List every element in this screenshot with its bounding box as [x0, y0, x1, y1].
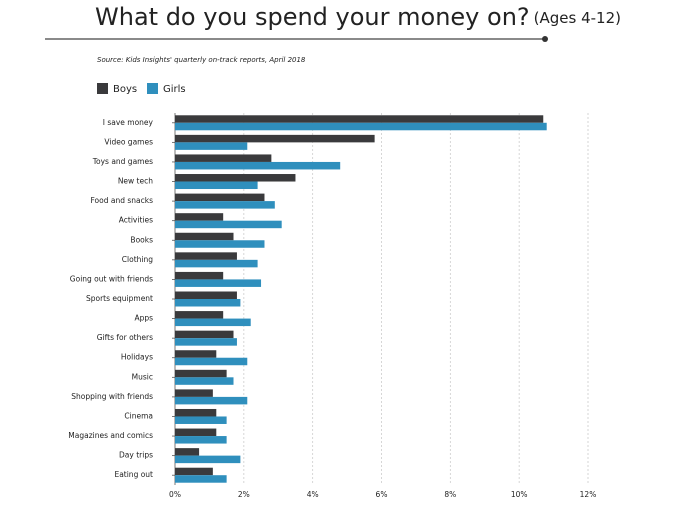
bar — [175, 232, 234, 241]
bar — [175, 389, 213, 397]
bar — [175, 291, 237, 299]
bar — [175, 318, 251, 327]
y-tick-label: Books — [130, 235, 153, 244]
y-tick-label: Eating out — [114, 470, 153, 479]
bar — [175, 252, 237, 260]
x-tick-label: 12% — [580, 490, 597, 499]
y-tick-label: Activities — [119, 216, 153, 225]
chart-title: What do you spend your money on? — [95, 3, 530, 31]
title-rule-dot — [542, 36, 548, 42]
legend-swatch — [97, 83, 108, 94]
bar — [175, 142, 248, 150]
y-tick-label: Food and snacks — [91, 196, 154, 205]
x-tick-label: 8% — [444, 490, 456, 499]
y-tick-label: Clothing — [122, 255, 153, 264]
y-tick-label: Going out with friends — [70, 274, 153, 283]
bar — [175, 428, 217, 437]
y-tick-label: Cinema — [124, 411, 153, 420]
bar — [175, 436, 227, 444]
bar — [175, 448, 200, 456]
source-note: Source: Kids Insights' quarterly on-trac… — [97, 56, 306, 64]
legend-label: Boys — [113, 84, 137, 95]
x-tick-label: 10% — [511, 490, 528, 499]
bar — [175, 213, 224, 221]
y-tick-label: Video games — [104, 137, 153, 146]
bar — [175, 338, 237, 346]
bar — [175, 396, 248, 405]
bar — [175, 271, 224, 280]
bar — [175, 408, 217, 417]
bar — [175, 279, 262, 287]
y-tick-label: Toys and games — [92, 157, 153, 166]
y-tick-label: Shopping with friends — [71, 392, 153, 401]
bar — [175, 201, 275, 209]
y-tick-label: I save money — [103, 118, 154, 127]
bar — [175, 357, 248, 366]
bar — [175, 311, 224, 319]
bar — [175, 475, 227, 483]
bar — [175, 154, 272, 162]
y-tick-label: Apps — [134, 314, 153, 323]
legend-label: Girls — [163, 84, 186, 95]
bar — [175, 350, 217, 358]
bar — [175, 161, 341, 170]
bar — [175, 455, 241, 464]
bar — [175, 134, 375, 143]
bar — [175, 181, 258, 190]
bar — [175, 467, 213, 476]
y-tick-label: Music — [132, 372, 153, 381]
bar — [175, 240, 265, 248]
bar — [175, 330, 234, 339]
x-tick-label: 6% — [376, 490, 388, 499]
y-tick-label: Sports equipment — [86, 294, 153, 303]
bar — [175, 122, 547, 131]
y-tick-label: Magazines and comics — [68, 431, 153, 440]
bar — [175, 369, 227, 378]
bar — [175, 416, 227, 424]
chart-subtitle: (Ages 4-12) — [534, 9, 621, 27]
x-tick-label: 2% — [238, 490, 250, 499]
y-tick-label: Holidays — [121, 353, 153, 362]
y-tick-label: Day trips — [119, 451, 153, 460]
bar — [175, 259, 258, 268]
bar — [175, 377, 234, 385]
x-tick-label: 0% — [169, 490, 181, 499]
x-tick-label: 4% — [307, 490, 319, 499]
bar — [175, 220, 282, 229]
bar — [175, 174, 296, 182]
bar — [175, 115, 544, 123]
bar — [175, 299, 241, 307]
chart-title-group: What do you spend your money on? (Ages 4-… — [95, 3, 621, 31]
bar — [175, 193, 265, 202]
legend-swatch — [147, 83, 158, 94]
y-tick-label: New tech — [118, 177, 153, 186]
y-tick-label: Gifts for others — [97, 333, 153, 342]
